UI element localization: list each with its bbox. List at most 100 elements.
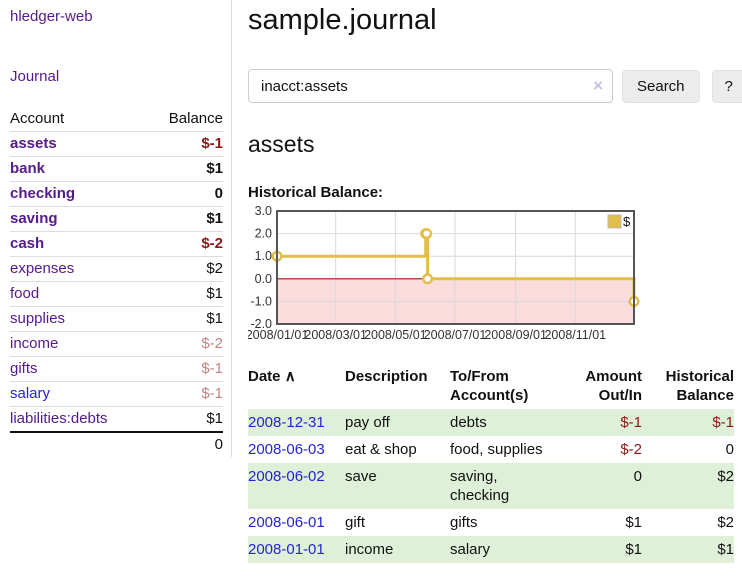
chart-label: Historical Balance:: [248, 184, 384, 201]
amount-cell: 0: [562, 463, 642, 509]
clear-search-icon[interactable]: ×: [593, 76, 603, 95]
date-link[interactable]: 2008-01-01: [248, 541, 325, 558]
account-row: food $1: [10, 281, 223, 307]
account-balance: 0: [146, 181, 223, 207]
account-balance: $1: [146, 306, 223, 332]
account-row: income $-2: [10, 331, 223, 357]
table-row: 2008-01-01 income salary $1 $1: [248, 536, 734, 563]
account-balance: $-2: [146, 331, 223, 357]
account-link[interactable]: expenses: [10, 260, 75, 277]
account-heading: assets: [248, 131, 315, 157]
account-link[interactable]: gifts: [10, 360, 38, 377]
svg-text:0.0: 0.0: [255, 272, 272, 286]
account-link[interactable]: supplies: [10, 310, 66, 327]
amount-cell: $1: [562, 536, 642, 563]
account-balance: $-1: [146, 131, 223, 157]
table-row: 2008-06-01 gift gifts $1 $2: [248, 509, 734, 536]
chart-canvas: 3.0 2.0 1.0 0.0 -1.0 -2.02008/01/012008/03/01…: [248, 204, 640, 342]
account-balance: $-1: [146, 381, 223, 407]
accounts-header-account: Account: [10, 107, 147, 132]
account-link[interactable]: liabilities:debts: [10, 410, 108, 427]
account-row: salary $-1: [10, 381, 223, 407]
svg-text:2008/09/01: 2008/09/01: [484, 328, 547, 342]
account-link[interactable]: checking: [10, 185, 76, 202]
sort-ascending-icon: ∧: [284, 368, 296, 385]
register-header-balance: Historical Balance: [665, 368, 734, 404]
account-balance: $1: [146, 206, 223, 232]
table-row: 2008-12-31 pay off debts $-1 $-1: [248, 409, 734, 436]
date-link[interactable]: 2008-06-01: [248, 514, 325, 531]
amount-cell: $-2: [620, 441, 642, 458]
register-header-description: Description: [345, 368, 428, 385]
date-link[interactable]: 2008-06-02: [248, 468, 325, 485]
balance-cell: 0: [725, 441, 734, 458]
description-cell: eat & shop: [345, 441, 417, 458]
search-form: × Search ?: [248, 69, 742, 103]
account-balance: $-1: [146, 356, 223, 382]
register-table: Date ∧ Description To/From Account(s) Am…: [248, 365, 734, 563]
accounts-cell: debts: [450, 409, 562, 436]
table-row: 2008-06-03 eat & shop food, supplies $-2 0: [248, 436, 734, 463]
description-cell: income: [345, 536, 450, 563]
table-row: 2008-06-02 save saving, checking 0 $2: [248, 463, 734, 509]
svg-text:2008/01/01: 2008/01/01: [248, 328, 308, 342]
help-button[interactable]: ?: [711, 69, 742, 103]
balance-cell: $-1: [642, 409, 734, 436]
description-cell: pay off: [345, 409, 450, 436]
account-row: liabilities:debts $1: [10, 406, 223, 433]
account-link[interactable]: food: [10, 285, 40, 302]
account-link[interactable]: income: [10, 335, 59, 352]
accounts-cell: saving, checking: [450, 463, 562, 509]
sidebar: hledger-web Journal Account Balance asse…: [0, 0, 232, 457]
accounts-cell: salary: [450, 536, 562, 563]
app-brand-link[interactable]: hledger-web: [10, 8, 93, 25]
svg-text:3.0: 3.0: [255, 204, 272, 218]
register-header-accounts: To/From Account(s): [450, 368, 529, 404]
historical-balance-chart: 3.0 2.0 1.0 0.0 -1.0 -2.0 2008/01/01 2008/03/01…: [248, 204, 742, 346]
account-link[interactable]: cash: [10, 235, 45, 252]
svg-text:2008/07/01: 2008/07/01: [424, 328, 487, 342]
sidebar-item-journal[interactable]: Journal: [10, 68, 60, 85]
description-cell: gift: [345, 514, 366, 531]
account-balance: $-2: [146, 231, 223, 257]
account-link[interactable]: salary: [10, 385, 51, 402]
amount-cell: $-1: [562, 409, 642, 436]
account-link[interactable]: bank: [10, 160, 46, 177]
account-row: gifts $-1: [10, 356, 223, 382]
svg-text:2.0: 2.0: [255, 227, 272, 241]
amount-cell: $1: [625, 514, 642, 531]
account-row: checking 0: [10, 181, 223, 207]
date-link[interactable]: 2008-06-03: [248, 441, 325, 458]
accounts-table: Account Balance assets $-1 bank $1 checking 0…: [10, 107, 223, 457]
account-link[interactable]: saving: [10, 210, 58, 227]
account-balance: $1: [146, 406, 223, 433]
balance-cell: $1: [642, 536, 734, 563]
page-title: sample.journal: [248, 4, 437, 36]
register-header-amount: Amount Out/In: [585, 368, 642, 404]
account-link[interactable]: assets: [10, 135, 57, 152]
account-row: supplies $1: [10, 306, 223, 332]
account-balance: $2: [146, 256, 223, 282]
svg-text:2008/05/01: 2008/05/01: [364, 328, 427, 342]
date-link[interactable]: 2008-12-31: [248, 414, 325, 431]
register-header-date[interactable]: Date ∧: [248, 368, 296, 385]
svg-text:1.0: 1.0: [255, 249, 272, 263]
svg-text:2008/03/01: 2008/03/01: [304, 328, 367, 342]
account-row: expenses $2: [10, 256, 223, 282]
accounts-cell: gifts: [450, 514, 478, 531]
search-input[interactable]: [248, 69, 613, 103]
account-row: saving $1: [10, 206, 223, 232]
chart-legend: $: [607, 214, 631, 229]
account-row: assets $-1: [10, 131, 223, 157]
accounts-total-row: 0: [10, 431, 223, 457]
account-balance: $1: [146, 156, 223, 182]
main-content: sample.journal × Search ? assets Histori…: [248, 0, 742, 563]
svg-text:-1.0: -1.0: [250, 294, 272, 308]
account-row: bank $1: [10, 156, 223, 182]
search-button[interactable]: Search: [622, 69, 700, 103]
accounts-header-balance: Balance: [146, 107, 223, 132]
svg-text:$: $: [623, 214, 631, 229]
balance-cell: $2: [642, 463, 734, 509]
description-cell: save: [345, 463, 450, 509]
accounts-cell: food, supplies: [450, 441, 543, 458]
